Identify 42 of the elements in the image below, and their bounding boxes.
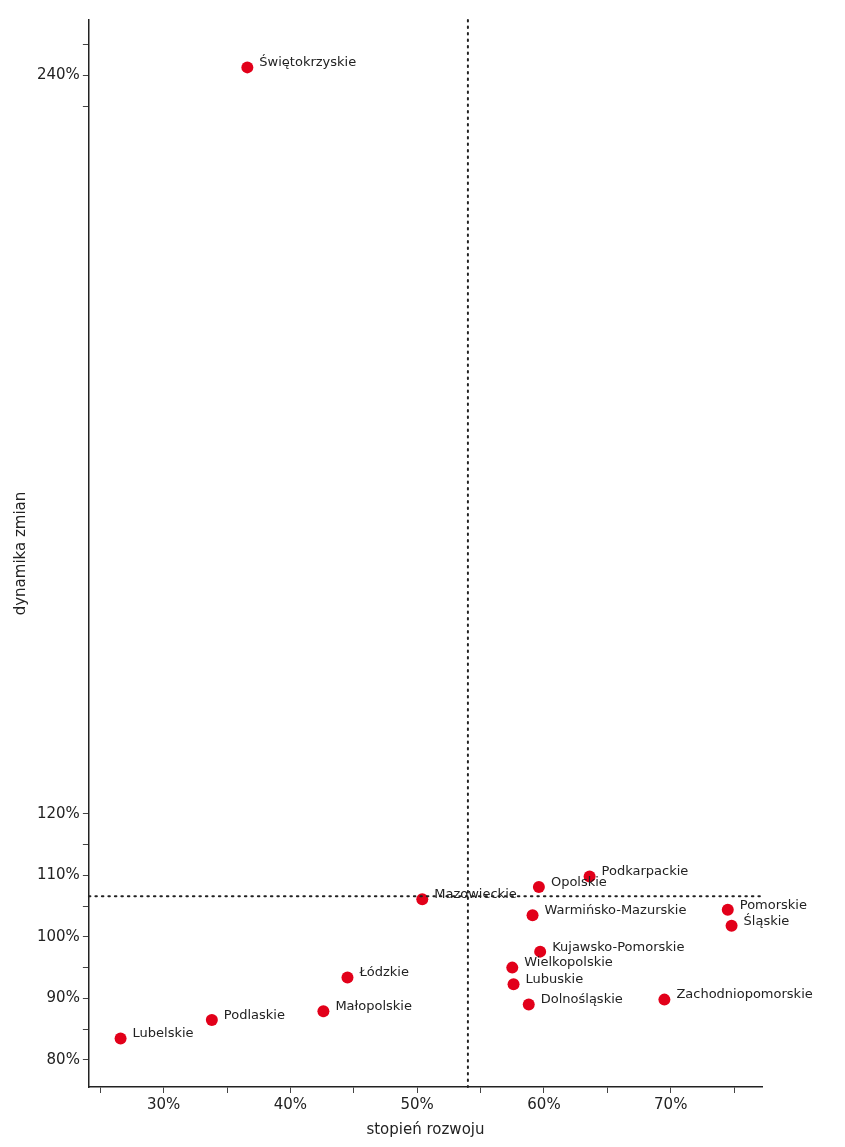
- annotation: Łódzkie: [358, 964, 409, 980]
- point: [317, 1005, 330, 1018]
- point: [506, 961, 519, 974]
- point: [341, 971, 354, 984]
- annotation: Dolnośląskie: [540, 991, 623, 1007]
- annotation: Podkarpackie: [601, 863, 689, 879]
- y-tick-label: 110%: [36, 865, 80, 884]
- y-tick-label: 80%: [46, 1049, 80, 1068]
- point: [205, 1013, 218, 1026]
- y-tick-label: 240%: [36, 65, 80, 84]
- annotation: Lubuskie: [525, 971, 584, 987]
- x-tick-label: 50%: [400, 1094, 434, 1113]
- x-tick-label: 60%: [527, 1094, 561, 1113]
- point: [416, 893, 429, 906]
- y-axis-title: dynamika zmian: [10, 491, 29, 616]
- y-tick-label: 100%: [36, 926, 80, 945]
- x-tick-label: 30%: [147, 1094, 181, 1113]
- x-tick-label: 70%: [654, 1094, 688, 1113]
- x-tick-label: 40%: [273, 1094, 308, 1113]
- annotation: Zachodniopomorskie: [676, 986, 813, 1002]
- point: [507, 978, 520, 991]
- annotation: Małopolskie: [335, 998, 412, 1014]
- point: [241, 61, 254, 74]
- annotation: Lubelskie: [132, 1025, 194, 1041]
- annotation: Mazowieckie: [434, 886, 517, 902]
- annotation: Wielkopolskie: [524, 954, 613, 970]
- annotation: Podlaskie: [223, 1006, 285, 1022]
- point: [725, 919, 738, 932]
- point: [522, 998, 535, 1011]
- point: [114, 1032, 127, 1045]
- annotation: Świętokrzyskie: [259, 54, 357, 70]
- x-axis-title: stopień rozwoju: [366, 1119, 485, 1138]
- y-tick-label: 90%: [46, 988, 80, 1007]
- annotation: Kujawsko-Pomorskie: [552, 938, 685, 954]
- point: [526, 909, 539, 922]
- point: [721, 903, 734, 916]
- annotation: Śląskie: [743, 912, 790, 928]
- y-tick-label: 120%: [36, 803, 80, 822]
- point: [658, 993, 671, 1006]
- annotation: Warmińsko-Mazurskie: [544, 902, 687, 918]
- annotation: Pomorskie: [739, 896, 807, 912]
- point: [532, 881, 545, 894]
